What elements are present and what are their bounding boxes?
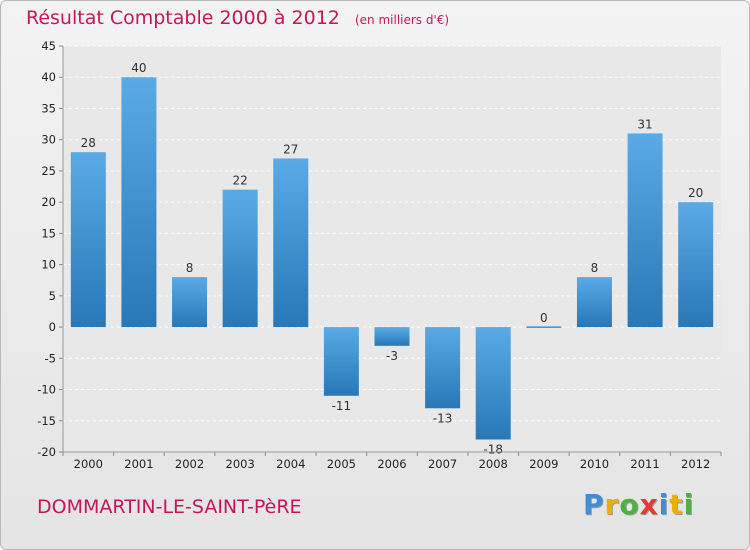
data-label-2012: 20 <box>688 186 703 200</box>
bar-2000 <box>70 152 106 328</box>
y-tick-label: 40 <box>41 70 56 84</box>
plot-area <box>63 46 721 452</box>
bar-2004 <box>273 158 309 328</box>
x-tick-label: 2005 <box>327 457 356 471</box>
logo-letter: i <box>658 488 670 521</box>
y-tick-label: 10 <box>41 258 56 272</box>
data-label-2003: 22 <box>233 174 248 188</box>
data-label-2002: 8 <box>186 261 194 275</box>
x-axis-ticks: 2000 2001 2002 2003 2004 2005 2006 2007 2008 2009… <box>62 452 722 471</box>
data-label-2008: -18 <box>483 443 503 457</box>
bar-2001 <box>121 77 157 328</box>
data-label-2006: -3 <box>386 349 398 363</box>
logo-letter: x <box>639 488 659 521</box>
y-tick-label: -20 <box>37 445 56 459</box>
y-tick-label: 20 <box>41 195 56 209</box>
data-label-2010: 8 <box>591 261 599 275</box>
data-label-2001: 40 <box>131 61 146 75</box>
bar-2002 <box>172 277 208 328</box>
logo-letter: i <box>683 488 695 521</box>
x-tick-label: 2006 <box>377 457 406 471</box>
x-tick-label: 2008 <box>479 457 508 471</box>
bar-2005 <box>323 327 359 396</box>
bar-2009 <box>526 326 562 328</box>
y-tick-label: 25 <box>41 164 56 178</box>
x-tick-label: 2002 <box>175 457 204 471</box>
x-tick-label: 2003 <box>226 457 255 471</box>
bar-2008 <box>475 327 511 440</box>
y-tick-label: -5 <box>45 351 56 365</box>
logo-letter: o <box>619 488 640 521</box>
bar-2003 <box>222 189 258 328</box>
data-label-2005: -11 <box>332 399 352 413</box>
commune-name: DOMMARTIN-LE-SAINT-PèRE <box>37 496 302 518</box>
proxiti-logo[interactable]: Proxiti <box>583 488 694 521</box>
y-tick-label: 15 <box>41 226 56 240</box>
data-label-2009: 0 <box>540 311 548 325</box>
data-label-2004: 27 <box>283 142 298 156</box>
y-tick-label: 5 <box>49 289 56 303</box>
chart-subtitle: (en milliers d'€) <box>354 13 450 27</box>
y-tick-label: 0 <box>49 320 56 334</box>
x-tick-label: 2007 <box>428 457 457 471</box>
y-tick-label: -15 <box>37 414 56 428</box>
logo-letter: r <box>604 488 620 521</box>
bars <box>70 77 714 440</box>
y-axis-ticks: 45 40 35 30 25 20 15 10 5 0 -5 -10 -15 -20 <box>37 39 63 459</box>
y-tick-label: 35 <box>41 101 56 115</box>
y-tick-label: 30 <box>41 133 56 147</box>
y-tick-label: 45 <box>41 39 56 53</box>
x-tick-label: 2011 <box>630 457 659 471</box>
data-label-2007: -13 <box>433 411 453 425</box>
bar-2012 <box>678 202 714 328</box>
y-tick-label: -10 <box>37 383 56 397</box>
bar-2007 <box>425 327 461 409</box>
chart-title: Résultat Comptable 2000 à 2012 <box>26 7 340 29</box>
bar-2006 <box>374 327 410 346</box>
x-tick-label: 2001 <box>124 457 153 471</box>
x-tick-label: 2000 <box>74 457 103 471</box>
title-row: Résultat Comptable 2000 à 2012 (en milli… <box>26 7 449 29</box>
logo-letter: P <box>583 488 605 521</box>
x-tick-label: 2009 <box>529 457 558 471</box>
bar-2011 <box>627 133 663 328</box>
x-tick-label: 2012 <box>681 457 710 471</box>
x-tick-label: 2004 <box>276 457 305 471</box>
logo-letter: t <box>669 488 684 521</box>
data-labels: 28 40 8 22 27 -11 -3 -13 -18 0 8 31 20 <box>81 61 704 456</box>
data-label-2000: 28 <box>81 136 96 150</box>
data-label-2011: 31 <box>637 117 652 131</box>
bar-2010 <box>576 277 612 328</box>
x-tick-label: 2010 <box>580 457 609 471</box>
